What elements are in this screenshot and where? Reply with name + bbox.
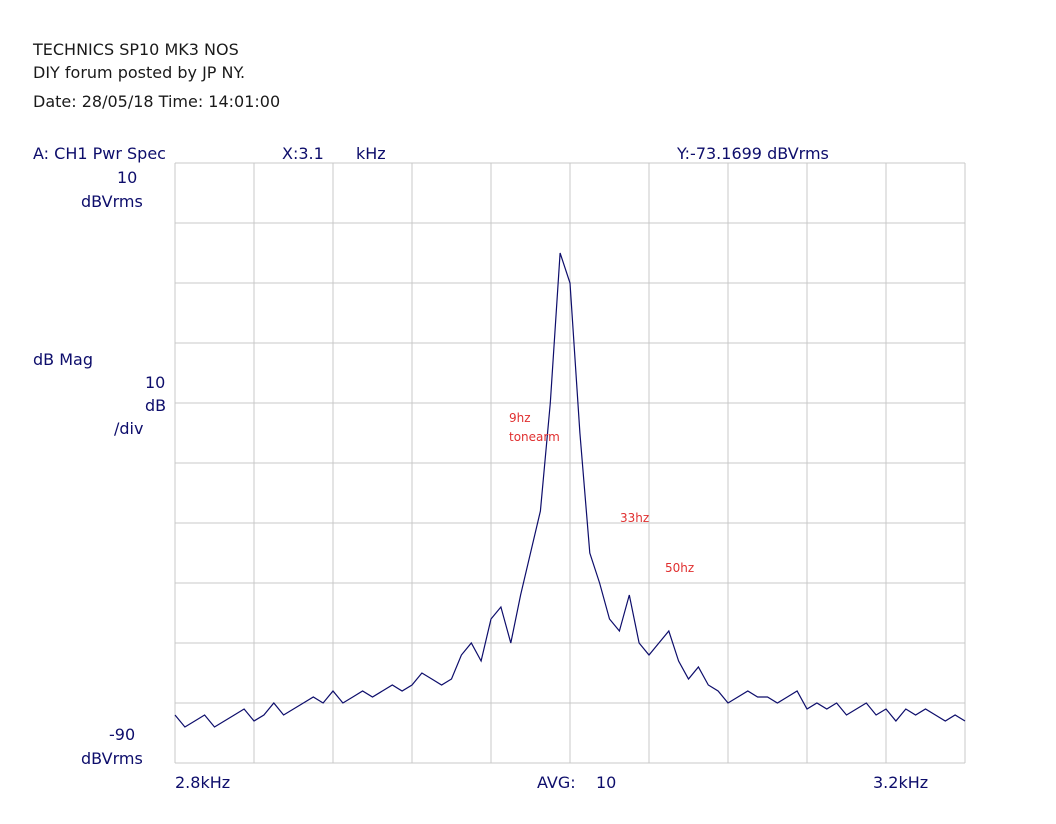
trace-label: A: CH1 Pwr Spec: [33, 144, 166, 163]
y-top-value: 10: [117, 168, 138, 187]
annotation-50hz: 50hz: [665, 561, 694, 575]
plot-grid: [174, 162, 966, 764]
y-scale-value: 10: [145, 373, 166, 392]
y-readout: Y:-73.1699 dBVrms: [677, 144, 829, 163]
chart-title: TECHNICS SP10 MK3 NOS: [33, 40, 239, 59]
annotations: 9hz tonearm 33hz 50hz: [509, 411, 694, 575]
chart-subtitle: DIY forum posted by JP NY.: [33, 63, 246, 82]
date-time-label: Date: 28/05/18 Time: 14:01:00: [33, 92, 281, 111]
y-mag-label: dB Mag: [33, 350, 93, 369]
y-scale-div: /div: [114, 419, 144, 438]
x-start-label: 2.8kHz: [175, 773, 231, 792]
annotation-9hz: 9hz: [509, 411, 531, 425]
y-scale-unit: dB: [145, 396, 167, 415]
y-bottom-value: -90: [109, 725, 136, 744]
x-end-label: 3.2kHz: [873, 773, 929, 792]
x-readout: X:3.1: [282, 144, 324, 163]
avg-label: AVG:: [537, 773, 576, 792]
annotation-33hz: 33hz: [620, 511, 649, 525]
avg-value: 10: [596, 773, 617, 792]
y-bottom-unit: dBVrms: [81, 749, 143, 768]
x-readout-unit: kHz: [356, 144, 386, 163]
y-top-unit: dBVrms: [81, 192, 143, 211]
annotation-tonearm: tonearm: [509, 430, 560, 444]
spectrum-trace: [174, 252, 966, 728]
